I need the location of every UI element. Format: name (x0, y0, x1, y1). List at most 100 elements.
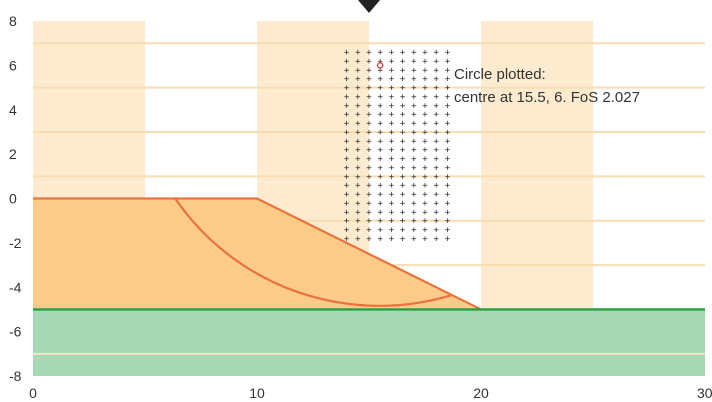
grid-centre-marker[interactable]: + (377, 163, 383, 173)
grid-centre-marker[interactable]: + (433, 199, 439, 209)
grid-centre-marker[interactable]: + (377, 66, 383, 76)
grid-centre-marker[interactable]: + (366, 146, 372, 156)
grid-centre-marker[interactable]: + (366, 137, 372, 147)
grid-centre-marker[interactable]: + (433, 48, 439, 58)
grid-centre-marker[interactable]: + (422, 146, 428, 156)
grid-centre-marker[interactable]: + (377, 146, 383, 156)
grid-centre-marker[interactable]: + (355, 146, 361, 156)
grid-centre-marker[interactable]: + (389, 199, 395, 209)
grid-centre-marker[interactable]: + (366, 119, 372, 129)
grid-centre-marker[interactable]: + (445, 101, 451, 111)
grid-centre-marker[interactable]: + (366, 92, 372, 102)
grid-centre-marker[interactable]: + (411, 48, 417, 58)
grid-centre-marker[interactable]: + (355, 181, 361, 191)
grid-centre-marker[interactable]: + (344, 172, 350, 182)
down-arrow-icon[interactable] (358, 0, 380, 13)
grid-centre-marker[interactable]: + (366, 75, 372, 85)
grid-centre-marker[interactable]: + (433, 66, 439, 76)
grid-centre-marker[interactable]: + (389, 48, 395, 58)
grid-centre-marker[interactable]: + (355, 101, 361, 111)
grid-centre-marker[interactable]: + (400, 66, 406, 76)
grid-centre-marker[interactable]: + (411, 57, 417, 67)
grid-centre-marker[interactable]: + (433, 101, 439, 111)
grid-centre-marker[interactable]: + (377, 101, 383, 111)
grid-centre-marker[interactable]: + (445, 57, 451, 67)
grid-centre-marker[interactable]: + (389, 110, 395, 120)
grid-centre-marker[interactable]: + (355, 217, 361, 227)
grid-centre-marker[interactable]: + (445, 234, 451, 244)
grid-centre-marker[interactable]: + (344, 137, 350, 147)
grid-centre-marker[interactable]: + (411, 226, 417, 236)
grid-centre-marker[interactable]: + (422, 199, 428, 209)
grid-centre-marker[interactable]: + (377, 155, 383, 165)
grid-centre-marker[interactable]: + (344, 146, 350, 156)
grid-centre-marker[interactable]: + (344, 110, 350, 120)
grid-centre-marker[interactable]: + (411, 110, 417, 120)
grid-centre-marker[interactable]: + (344, 190, 350, 200)
grid-centre-marker[interactable]: + (389, 119, 395, 129)
grid-centre-marker[interactable]: + (433, 57, 439, 67)
grid-centre-marker[interactable]: + (422, 137, 428, 147)
grid-centre-marker[interactable]: + (344, 119, 350, 129)
grid-centre-marker[interactable]: + (422, 234, 428, 244)
grid-centre-marker[interactable]: + (422, 66, 428, 76)
grid-centre-marker[interactable]: + (400, 199, 406, 209)
grid-centre-marker[interactable]: + (389, 172, 395, 182)
grid-centre-marker[interactable]: + (400, 155, 406, 165)
grid-centre-marker[interactable]: + (433, 110, 439, 120)
grid-centre-marker[interactable]: + (344, 181, 350, 191)
grid-centre-marker[interactable]: + (377, 119, 383, 129)
grid-centre-marker[interactable]: + (344, 66, 350, 76)
grid-centre-marker[interactable]: + (400, 217, 406, 227)
grid-centre-marker[interactable]: + (377, 208, 383, 218)
grid-centre-marker[interactable]: + (400, 137, 406, 147)
grid-centre-marker[interactable]: + (366, 84, 372, 94)
grid-centre-marker[interactable]: + (411, 217, 417, 227)
grid-centre-marker[interactable]: + (344, 75, 350, 85)
grid-centre-marker[interactable]: + (433, 217, 439, 227)
grid-centre-marker[interactable]: + (445, 226, 451, 236)
grid-centre-marker[interactable]: + (445, 181, 451, 191)
grid-centre-marker[interactable]: + (433, 181, 439, 191)
grid-centre-marker[interactable]: + (433, 234, 439, 244)
grid-centre-marker[interactable]: + (411, 208, 417, 218)
grid-centre-marker[interactable]: + (366, 234, 372, 244)
grid-centre-marker[interactable]: + (377, 128, 383, 138)
grid-centre-marker[interactable]: + (433, 92, 439, 102)
grid-centre-marker[interactable]: + (400, 172, 406, 182)
grid-centre-marker[interactable]: + (433, 163, 439, 173)
grid-centre-marker[interactable]: + (445, 128, 451, 138)
grid-centre-marker[interactable]: + (366, 226, 372, 236)
grid-centre-marker[interactable]: + (422, 75, 428, 85)
grid-centre-marker[interactable]: + (445, 199, 451, 209)
grid-centre-marker[interactable]: + (400, 92, 406, 102)
grid-centre-marker[interactable]: + (366, 217, 372, 227)
grid-centre-marker[interactable]: + (411, 128, 417, 138)
grid-centre-marker[interactable]: + (400, 226, 406, 236)
grid-centre-marker[interactable]: + (366, 190, 372, 200)
grid-centre-marker[interactable]: + (400, 84, 406, 94)
grid-centre-marker[interactable]: + (400, 119, 406, 129)
grid-centre-marker[interactable]: + (422, 172, 428, 182)
grid-centre-marker[interactable]: + (400, 101, 406, 111)
grid-centre-marker[interactable]: + (411, 146, 417, 156)
grid-centre-marker[interactable]: + (422, 226, 428, 236)
grid-centre-marker[interactable]: + (411, 92, 417, 102)
grid-centre-marker[interactable]: + (389, 181, 395, 191)
grid-centre-marker[interactable]: + (366, 163, 372, 173)
grid-centre-marker[interactable]: + (355, 119, 361, 129)
grid-centre-marker[interactable]: + (389, 101, 395, 111)
grid-centre-marker[interactable]: + (389, 190, 395, 200)
grid-centre-marker[interactable]: + (366, 172, 372, 182)
grid-centre-marker[interactable]: + (366, 155, 372, 165)
grid-centre-marker[interactable]: + (445, 190, 451, 200)
grid-centre-marker[interactable]: + (344, 163, 350, 173)
grid-centre-marker[interactable]: + (400, 146, 406, 156)
grid-centre-marker[interactable]: + (366, 57, 372, 67)
grid-centre-marker[interactable]: + (377, 84, 383, 94)
grid-centre-marker[interactable]: + (400, 48, 406, 58)
grid-centre-marker[interactable]: + (422, 181, 428, 191)
grid-centre-marker[interactable]: + (355, 128, 361, 138)
grid-centre-marker[interactable]: + (400, 208, 406, 218)
